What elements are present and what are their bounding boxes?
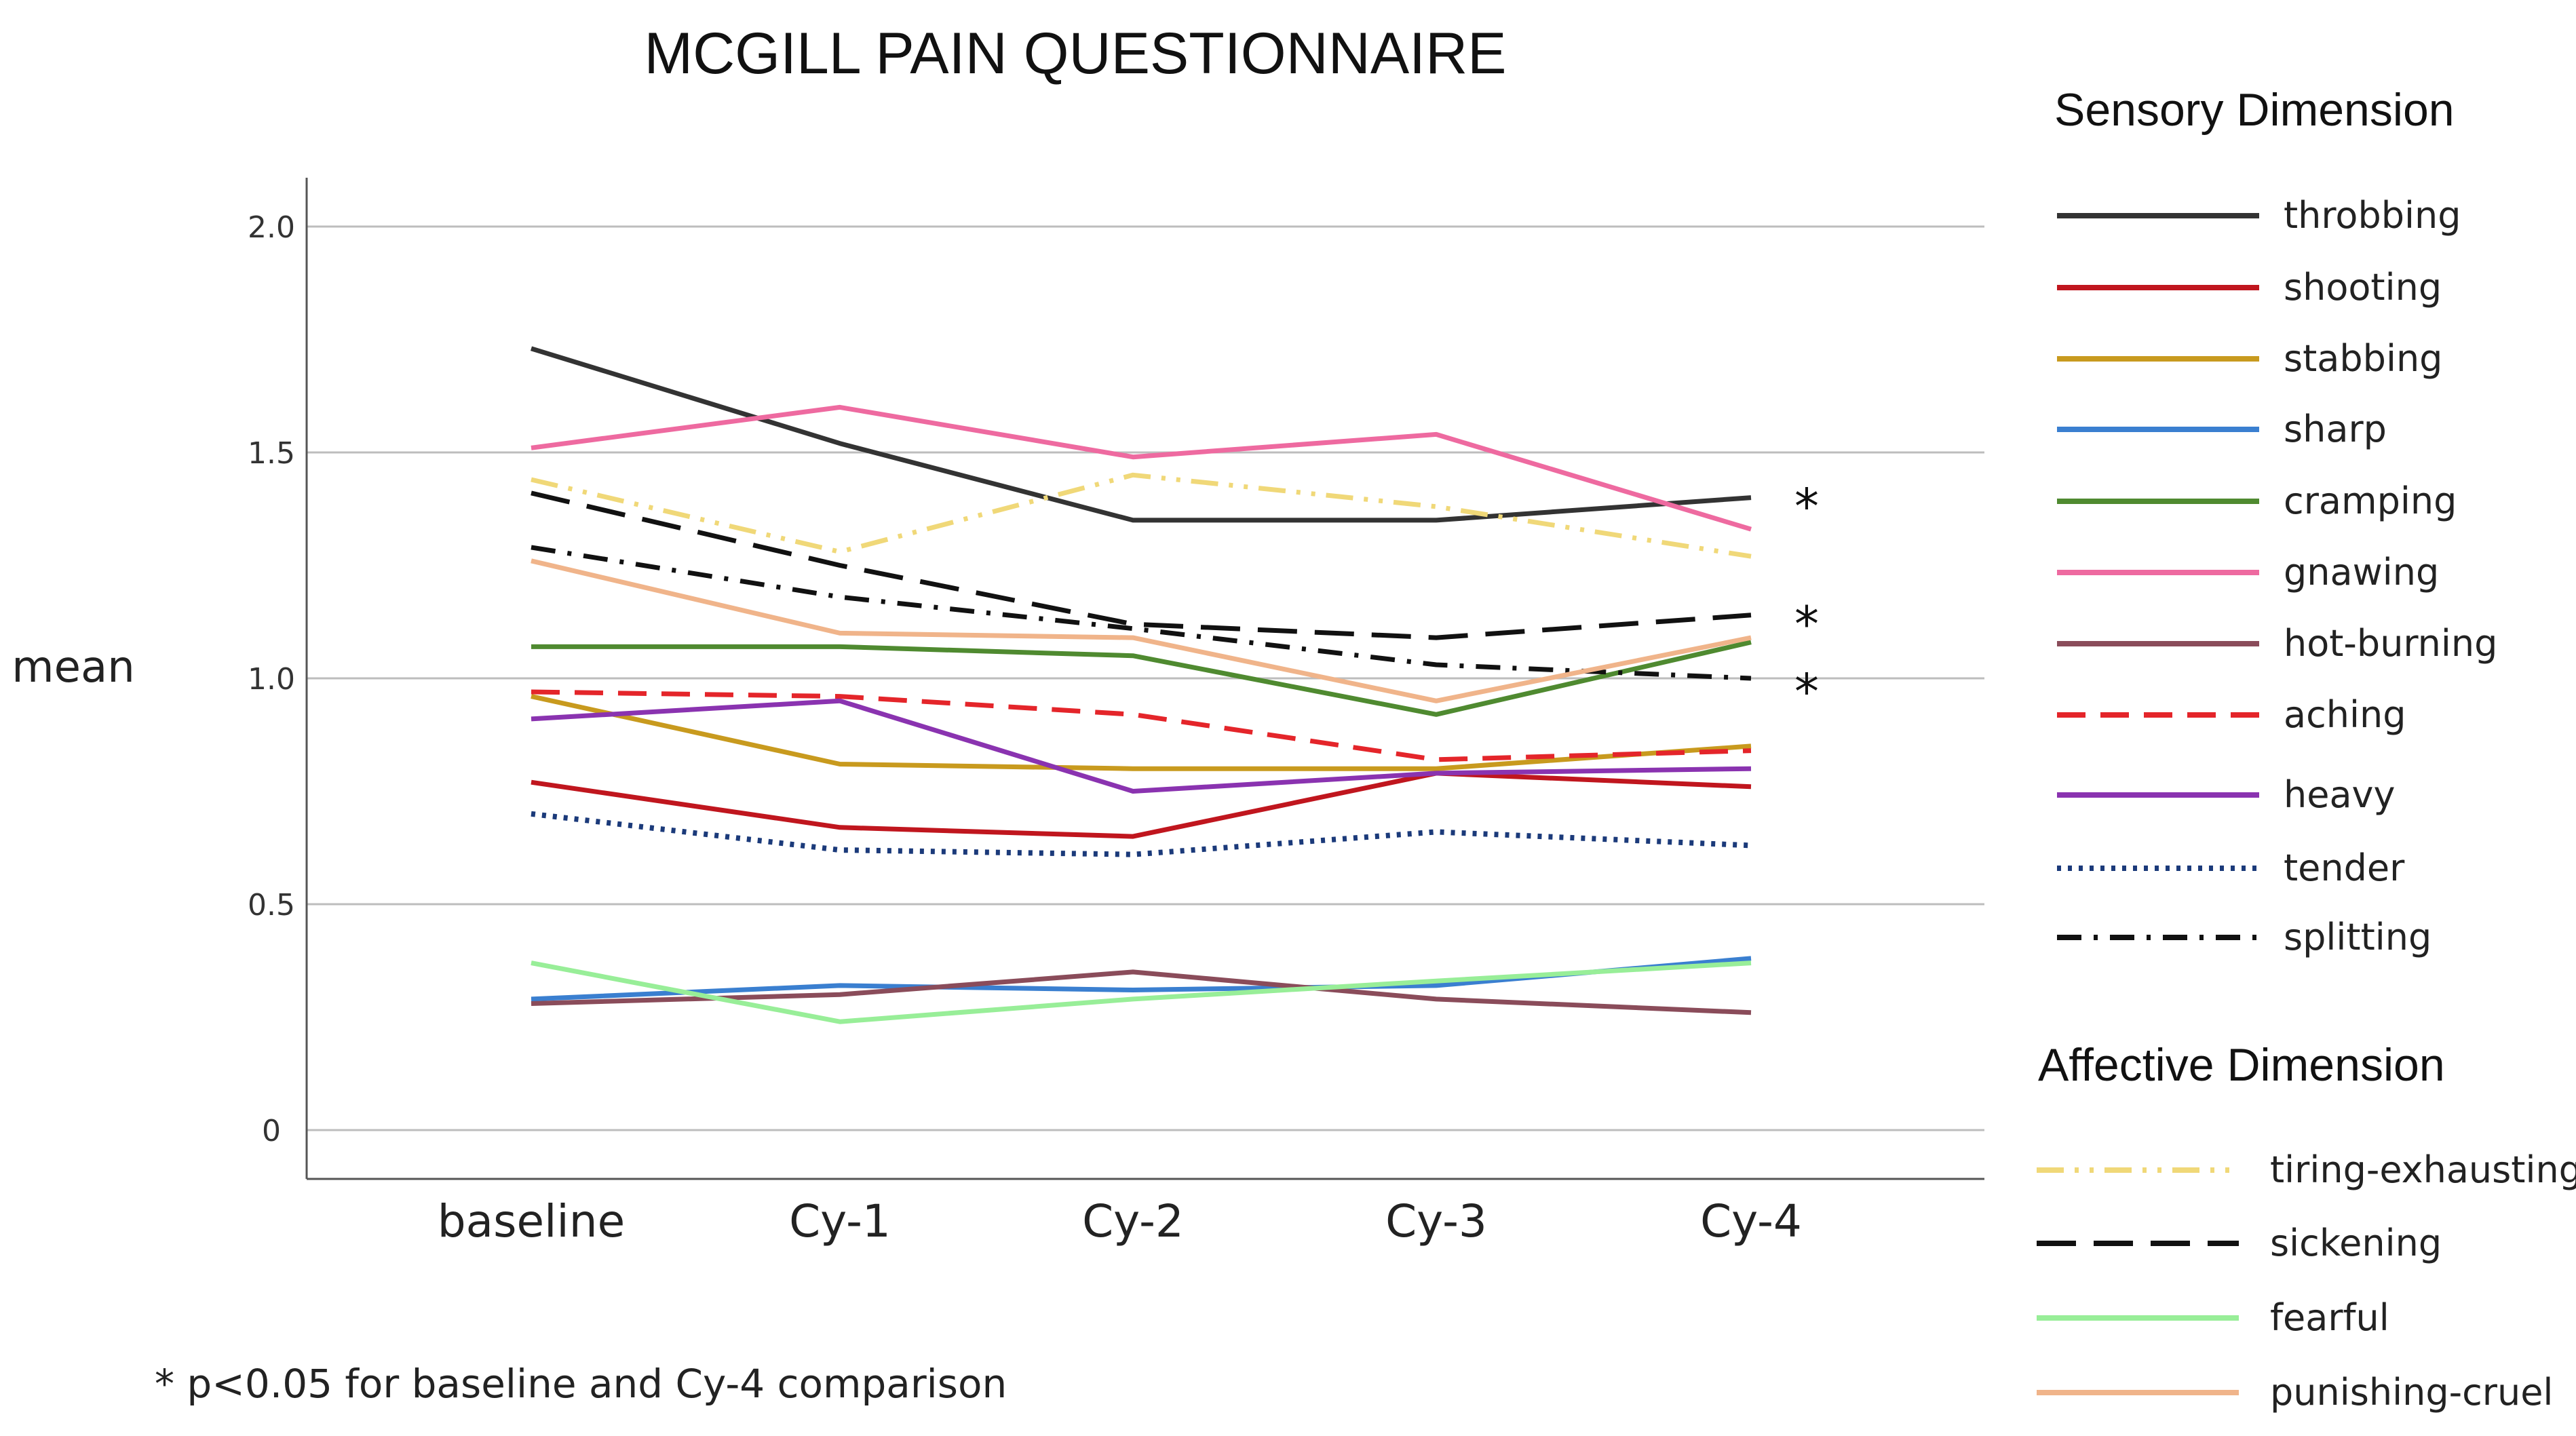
y-tick-label: 1.5: [248, 436, 295, 471]
series-line-cramping: [531, 640, 1752, 717]
series-line-throbbing: [530, 346, 1752, 523]
legend-label-heavy: heavy: [2284, 773, 2395, 816]
y-tick-label: 1.0: [248, 662, 295, 697]
gridlines: [307, 225, 1984, 1131]
y-axis-label: mean: [12, 642, 135, 693]
significance-marker: *: [1794, 596, 1819, 653]
legend-label-fearful: fearful: [2270, 1296, 2389, 1339]
y-tick-label: 2.0: [248, 210, 295, 245]
footnote: * p<0.05 for baseline and Cy-4 compariso…: [155, 1361, 1007, 1407]
x-tick-label: Cy-4: [1700, 1195, 1802, 1247]
legend-label-tender: tender: [2284, 847, 2405, 889]
x-tick-label: Cy-2: [1082, 1195, 1184, 1247]
series-line-heavy: [531, 698, 1752, 794]
legend-label-sharp: sharp: [2284, 408, 2387, 450]
series-line-hot-burning: [531, 969, 1752, 1015]
legend-label-hot-burning: hot-burning: [2284, 622, 2497, 665]
legend-label-shooting: shooting: [2284, 266, 2442, 309]
y-tick-labels: 0 0.5 1.0 1.5 2.0: [248, 210, 295, 1148]
legend-heading-affective: Affective Dimension: [2038, 1039, 2445, 1091]
legend-label-throbbing: throbbing: [2284, 194, 2461, 237]
y-tick-label: 0.5: [248, 888, 295, 923]
legend-label-cramping: cramping: [2284, 480, 2457, 522]
x-tick-label: baseline: [438, 1195, 625, 1247]
significance-marker: *: [1794, 663, 1819, 720]
series-line-tender: [531, 811, 1752, 857]
series-line-shooting: [531, 771, 1752, 839]
axes: [305, 178, 1984, 1180]
x-tick-labels: baseline Cy-1 Cy-2 Cy-3 Cy-4: [438, 1195, 1802, 1247]
data-series: [530, 346, 1752, 1024]
series-line-stabbing: [531, 694, 1752, 771]
series-line-splitting: [531, 545, 1752, 681]
legend-affective: tiring-exhausting sickening fearful punishi…: [2037, 1148, 2576, 1414]
chart-title: MCGILL PAIN QUESTIONNAIRE: [644, 21, 1506, 86]
series-line-tiring-exhausting: [531, 472, 1752, 559]
legend-label-tiring-exhausting: tiring-exhausting: [2270, 1148, 2576, 1191]
series-line-aching: [531, 689, 1752, 762]
series-line-fearful: [531, 960, 1752, 1024]
legend-label-sickening: sickening: [2270, 1222, 2442, 1264]
legend-label-aching: aching: [2284, 693, 2406, 736]
x-tick-label: Cy-3: [1385, 1195, 1487, 1247]
legend-label-gnawing: gnawing: [2284, 551, 2439, 594]
series-line-gnawing: [531, 404, 1752, 532]
series-line-sharp: [531, 956, 1752, 1002]
significance-marker: *: [1794, 478, 1819, 535]
series-line-sickening: [531, 490, 1752, 640]
legend-label-stabbing: stabbing: [2284, 337, 2442, 380]
legend-sensory: throbbing shooting stabbing sharp cramping gn…: [2057, 194, 2497, 958]
series-line-punishing-cruel: [531, 558, 1752, 703]
legend-heading-sensory: Sensory Dimension: [2054, 84, 2455, 136]
x-tick-label: Cy-1: [789, 1195, 891, 1247]
legend-label-punishing-cruel: punishing-cruel: [2270, 1371, 2553, 1414]
legend-label-splitting: splitting: [2284, 916, 2431, 958]
significance-markers: * * *: [1794, 478, 1819, 720]
y-tick-label: 0: [262, 1114, 281, 1148]
